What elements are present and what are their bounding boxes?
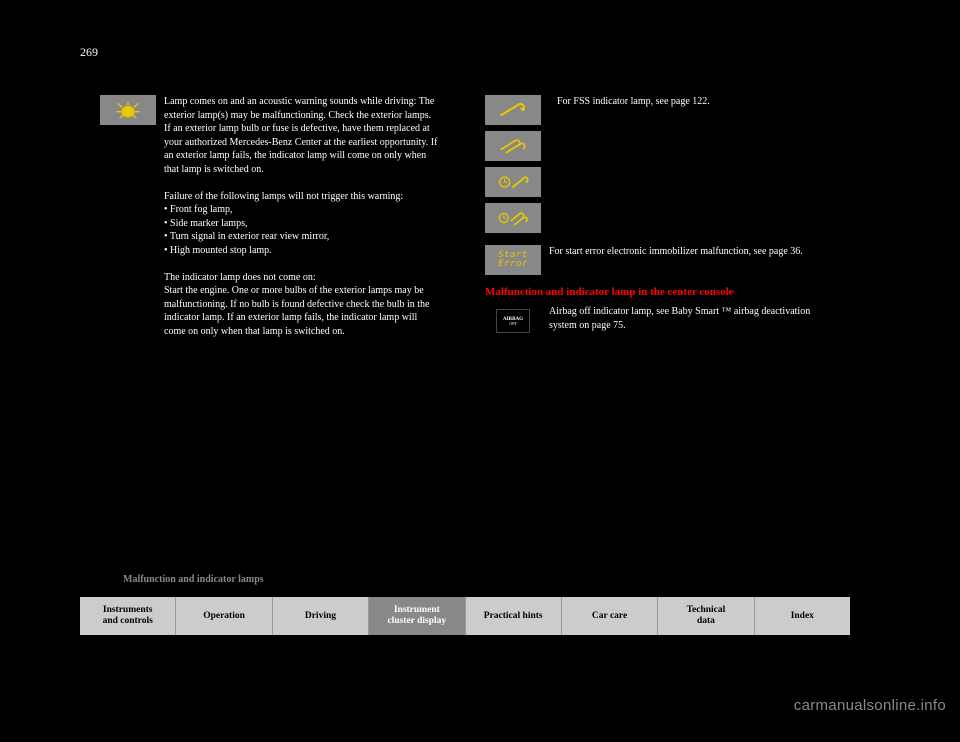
left-column: Lamp comes on and an acoustic warning so… bbox=[100, 95, 440, 344]
nav-instrument-cluster[interactable]: Instrumentcluster display bbox=[369, 597, 465, 635]
nav-bar: Instrumentsand controls Operation Drivin… bbox=[80, 597, 850, 635]
wrench-double-icon bbox=[485, 131, 541, 161]
section-heading: Malfunction and indicator lamp in the ce… bbox=[485, 285, 825, 299]
wrench-single-icon bbox=[485, 95, 541, 125]
start-error-icon: Start Error bbox=[485, 245, 541, 275]
nav-technical-data[interactable]: Technicaldata bbox=[658, 597, 754, 635]
beetle-lamp-text: Lamp comes on and an acoustic warning so… bbox=[164, 95, 440, 338]
fss-icon-stack bbox=[485, 95, 549, 239]
nav-car-care[interactable]: Car care bbox=[562, 597, 658, 635]
airbag-off-icon: AIRBAG OFF bbox=[496, 309, 530, 333]
page-number: 269 bbox=[80, 45, 98, 60]
nav-operation[interactable]: Operation bbox=[176, 597, 272, 635]
nav-instruments[interactable]: Instrumentsand controls bbox=[80, 597, 176, 635]
clock-wrench-double-icon bbox=[485, 203, 541, 233]
fss-text: For FSS indicator lamp, see page 122. bbox=[557, 95, 710, 109]
watermark: carmanualsonline.info bbox=[794, 697, 946, 714]
start-error-text: For start error electronic immobilizer m… bbox=[549, 245, 803, 259]
footer-title: Malfunction and indicator lamps bbox=[123, 574, 264, 585]
nav-driving[interactable]: Driving bbox=[273, 597, 369, 635]
nav-index[interactable]: Index bbox=[755, 597, 850, 635]
right-column: For FSS indicator lamp, see page 122. St… bbox=[485, 95, 825, 339]
beetle-lamp-icon bbox=[100, 95, 156, 125]
airbag-text: Airbag off indicator lamp, see Baby Smar… bbox=[549, 305, 825, 332]
clock-wrench-single-icon bbox=[485, 167, 541, 197]
nav-practical-hints[interactable]: Practical hints bbox=[466, 597, 562, 635]
